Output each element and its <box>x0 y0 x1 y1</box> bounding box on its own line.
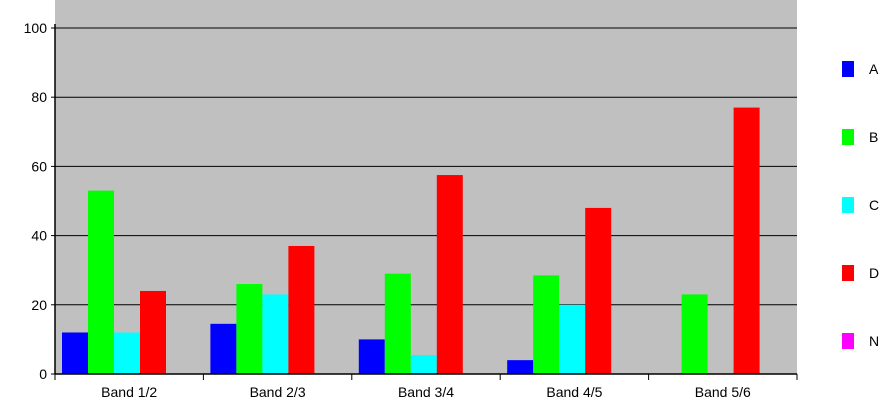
x-tick-label-4: Band 5/6 <box>695 384 751 400</box>
bar-D-3 <box>585 207 612 374</box>
bar-B-1 <box>236 284 263 374</box>
bar-A-0 <box>62 332 88 374</box>
y-tick-label-60: 60 <box>31 158 47 174</box>
bar-A-1 <box>210 323 237 374</box>
legend-swatch-C <box>842 197 854 213</box>
legend-swatch-D <box>842 265 854 281</box>
legend-swatch-N <box>842 333 854 349</box>
plot-background <box>55 0 797 374</box>
legend-swatch-B <box>842 129 854 145</box>
x-tick-label-3: Band 4/5 <box>546 384 602 400</box>
bar-D-1 <box>288 245 315 374</box>
y-tick-label-100: 100 <box>24 20 48 36</box>
legend-label-D: D <box>869 265 879 281</box>
bar-C-2 <box>410 354 437 374</box>
legend-swatch-A <box>842 61 854 77</box>
bar-B-3 <box>533 275 560 374</box>
bar-D-2 <box>436 175 463 374</box>
legend-label-A: A <box>869 61 879 77</box>
legend-label-C: C <box>869 197 879 213</box>
bar-B-2 <box>384 273 411 374</box>
bar-D-4 <box>733 107 760 374</box>
bar-A-3 <box>507 360 534 374</box>
legend-label-B: B <box>869 129 878 145</box>
bar-B-4 <box>681 294 708 374</box>
x-tick-label-1: Band 2/3 <box>250 384 306 400</box>
bar-D-0 <box>140 290 166 374</box>
bar-C-1 <box>262 294 289 374</box>
x-tick-label-2: Band 3/4 <box>398 384 454 400</box>
legend-label-N: N <box>869 333 879 349</box>
y-tick-label-0: 0 <box>39 366 47 382</box>
y-tick-label-80: 80 <box>31 89 47 105</box>
bar-A-2 <box>358 339 385 374</box>
x-tick-label-0: Band 1/2 <box>101 384 157 400</box>
bar-C-3 <box>559 304 586 374</box>
y-tick-label-20: 20 <box>31 297 47 313</box>
bar-B-0 <box>88 190 114 374</box>
bar-C-0 <box>114 332 140 374</box>
y-tick-label-40: 40 <box>31 228 47 244</box>
